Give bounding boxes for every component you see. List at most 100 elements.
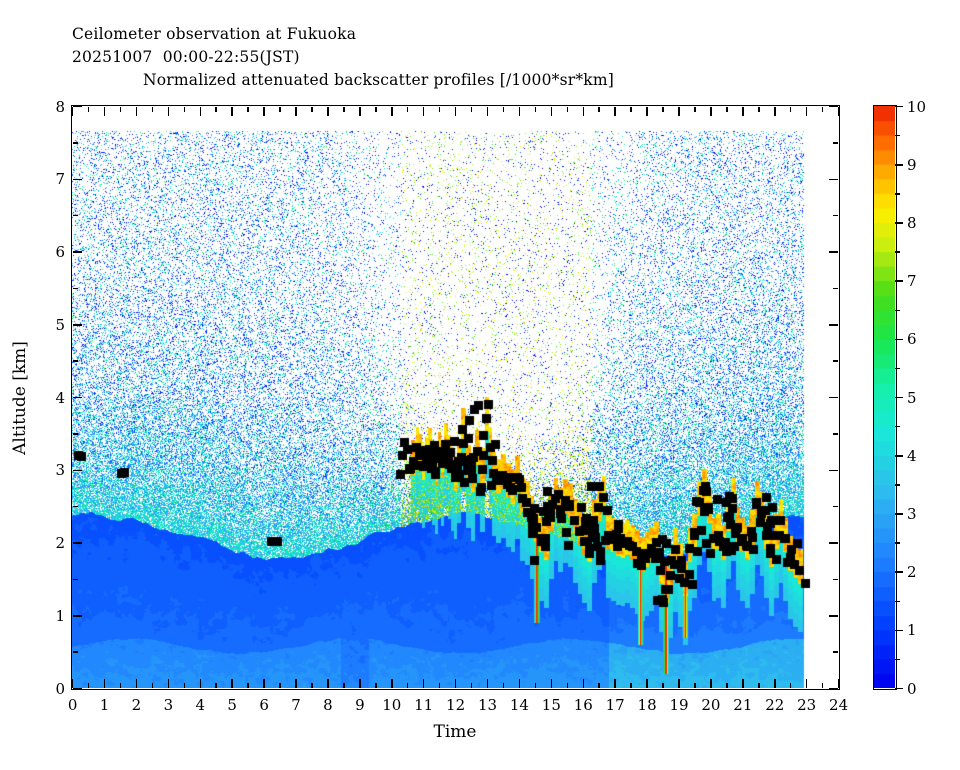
x-tick: [231, 679, 233, 689]
x-tick: [694, 683, 696, 689]
x-tick: [758, 683, 760, 689]
y-tick: [72, 105, 82, 108]
x-tick-top: [215, 106, 217, 112]
y-tick: [72, 178, 82, 181]
colorbar-tick: [895, 309, 901, 312]
x-tick-top: [678, 106, 680, 116]
y-tick: [72, 687, 82, 690]
x-tick-top: [199, 106, 202, 116]
plot-title-station: Ceilometer observation at Fukuoka: [72, 25, 357, 43]
y-tick-right: [829, 615, 839, 617]
x-tick: [630, 683, 632, 689]
y-tick-right: [833, 360, 839, 362]
x-tick-top: [550, 106, 553, 116]
x-tick-top: [167, 106, 170, 116]
y-tick-right: [833, 142, 839, 144]
colorbar-tick: [895, 600, 901, 603]
x-tick-label: 1: [99, 696, 110, 714]
x-tick-label: 22: [765, 696, 785, 714]
x-tick-top: [805, 106, 808, 116]
colorbar-tick: [895, 193, 901, 195]
x-tick: [71, 679, 74, 689]
x-tick-top: [789, 106, 792, 112]
y-tick-right: [829, 396, 839, 399]
x-tick-top: [726, 106, 728, 112]
y-tick-label: 5: [55, 315, 65, 334]
y-tick-label: 3: [55, 461, 65, 480]
x-tick-label: 17: [605, 696, 625, 714]
y-tick: [72, 287, 78, 290]
plot-title-variable: Normalized attenuated backscatter profil…: [143, 71, 615, 89]
y-tick: [72, 542, 82, 544]
x-tick-label: 15: [541, 696, 561, 714]
colorbar-tick: [895, 571, 904, 573]
x-tick: [454, 679, 457, 689]
x-tick-label: 6: [259, 696, 269, 714]
y-tick-label: 0: [55, 679, 65, 698]
colorbar-tick-label: 1: [907, 621, 917, 640]
x-tick: [263, 679, 265, 689]
y-tick-right: [833, 287, 839, 290]
y-tick-right: [829, 324, 839, 326]
colorbar: [873, 105, 897, 690]
x-tick: [103, 679, 106, 689]
colorbar-tick-label: 10: [907, 97, 927, 116]
y-tick: [72, 214, 78, 217]
x-tick: [343, 683, 345, 689]
colorbar-tick: [895, 280, 904, 282]
x-tick-top: [758, 106, 760, 112]
x-tick-top: [438, 106, 441, 112]
x-tick-top: [327, 106, 329, 116]
x-tick: [534, 683, 537, 689]
x-tick: [789, 683, 792, 689]
x-tick: [87, 683, 90, 689]
x-tick: [151, 683, 154, 689]
colorbar-tick: [895, 658, 901, 661]
x-tick-top: [518, 106, 521, 116]
y-tick-right: [829, 687, 839, 690]
y-tick-right: [829, 469, 839, 472]
x-tick-label: 2: [131, 696, 142, 714]
x-tick-top: [646, 106, 648, 116]
x-tick: [646, 679, 648, 689]
x-tick-top: [502, 106, 505, 112]
x-tick-top: [103, 106, 106, 116]
colorbar-tick: [895, 396, 904, 399]
x-tick-top: [742, 106, 744, 116]
x-tick-label: 13: [477, 696, 498, 714]
colorbar-tick: [895, 484, 901, 486]
x-tick: [502, 683, 505, 689]
x-tick-top: [279, 106, 281, 112]
x-tick-top: [598, 106, 600, 112]
x-tick-label: 5: [227, 696, 237, 714]
x-tick-top: [454, 106, 457, 116]
x-tick: [470, 683, 473, 689]
y-tick: [72, 396, 82, 399]
x-tick: [422, 679, 425, 689]
y-tick-label: 1: [55, 606, 65, 625]
y-tick-right: [829, 178, 839, 181]
colorbar-tick: [895, 513, 904, 515]
x-tick: [119, 683, 122, 689]
colorbar-tick-label: 5: [907, 388, 917, 407]
x-tick-top: [247, 106, 249, 112]
x-axis-title: Time: [433, 722, 477, 742]
colorbar-tick: [895, 338, 904, 341]
x-tick-top: [231, 106, 233, 116]
x-tick: [710, 679, 712, 689]
colorbar-tick-label: 9: [907, 155, 917, 174]
x-tick-label: 3: [163, 696, 174, 714]
x-tick-label: 21: [733, 696, 753, 714]
x-tick: [774, 679, 776, 689]
colorbar-tick-label: 6: [907, 330, 917, 349]
x-tick-label: 8: [323, 696, 333, 714]
x-tick: [518, 679, 521, 689]
x-tick-top: [135, 106, 138, 116]
y-tick-label: 4: [55, 388, 65, 407]
x-tick-top: [710, 106, 712, 116]
x-tick-label: 9: [355, 696, 365, 714]
y-tick-label: 2: [55, 534, 65, 553]
colorbar-tick-label: 8: [907, 214, 917, 232]
x-tick-top: [582, 106, 585, 116]
